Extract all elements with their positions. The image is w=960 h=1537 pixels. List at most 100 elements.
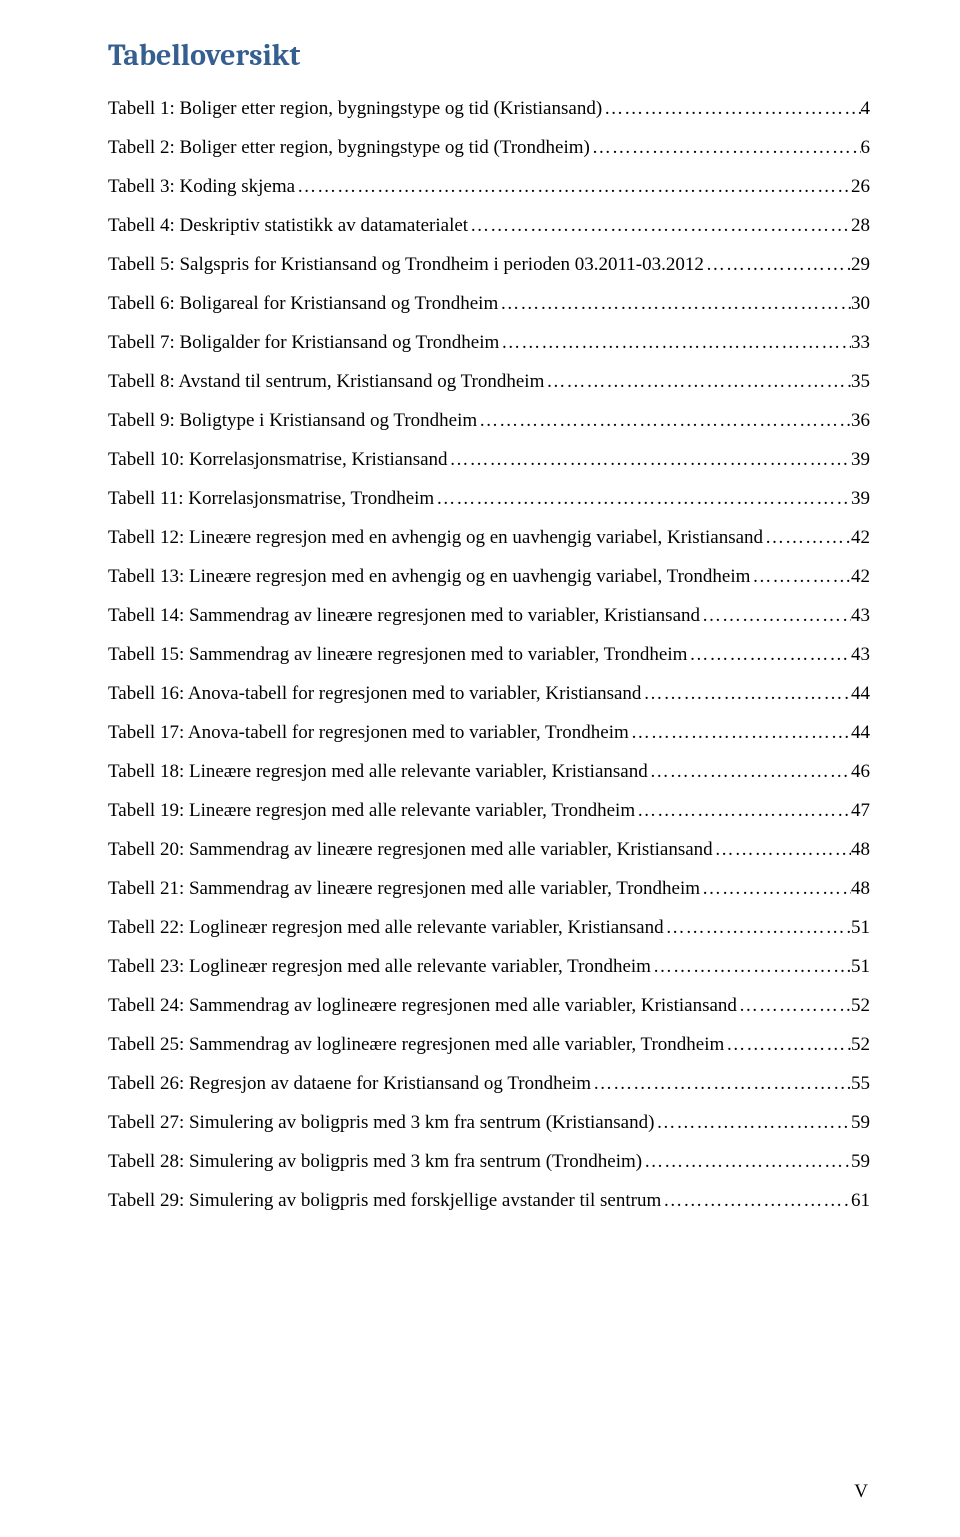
- toc-entry-page: 4: [861, 99, 871, 118]
- toc-entry-page: 39: [851, 450, 870, 469]
- toc-leader-dots: [642, 1152, 851, 1171]
- toc-leader-dots: [295, 177, 851, 196]
- toc-entry-label: Tabell 15: Sammendrag av lineære regresj…: [108, 645, 687, 664]
- toc-entry: Tabell 24: Sammendrag av loglineære regr…: [108, 996, 870, 1015]
- toc-entry-label: Tabell 7: Boligalder for Kristiansand og…: [108, 333, 499, 352]
- toc-entry: Tabell 3: Koding skjema26: [108, 177, 870, 196]
- toc-entry-page: 26: [851, 177, 870, 196]
- toc-entry-label: Tabell 26: Regresjon av dataene for Kris…: [108, 1074, 591, 1093]
- toc-entry-label: Tabell 13: Lineære regresjon med en avhe…: [108, 567, 750, 586]
- toc-leader-dots: [434, 489, 851, 508]
- toc-entry: Tabell 1: Boliger etter region, bygnings…: [108, 99, 870, 118]
- toc-entry-label: Tabell 20: Sammendrag av lineære regresj…: [108, 840, 713, 859]
- toc-entry: Tabell 5: Salgspris for Kristiansand og …: [108, 255, 870, 274]
- toc-leader-dots: [737, 996, 851, 1015]
- toc-entry: Tabell 19: Lineære regresjon med alle re…: [108, 801, 870, 820]
- page-number: V: [854, 1481, 868, 1503]
- toc-leader-dots: [724, 1035, 851, 1054]
- toc-entry-label: Tabell 21: Sammendrag av lineære regresj…: [108, 879, 700, 898]
- toc-leader-dots: [713, 840, 851, 859]
- toc-leader-dots: [591, 1074, 851, 1093]
- toc-entry-label: Tabell 4: Deskriptiv statistikk av datam…: [108, 216, 468, 235]
- toc-entry: Tabell 12: Lineære regresjon med en avhe…: [108, 528, 870, 547]
- toc-entry-page: 30: [851, 294, 870, 313]
- toc-leader-dots: [544, 372, 851, 391]
- toc-entry: Tabell 16: Anova-tabell for regresjonen …: [108, 684, 870, 703]
- toc-entry-label: Tabell 12: Lineære regresjon med en avhe…: [108, 528, 763, 547]
- toc-entry-label: Tabell 17: Anova-tabell for regresjonen …: [108, 723, 629, 742]
- toc-entry-label: Tabell 11: Korrelasjonsmatrise, Trondhei…: [108, 489, 434, 508]
- toc-entry: Tabell 10: Korrelasjonsmatrise, Kristian…: [108, 450, 870, 469]
- toc-entry: Tabell 9: Boligtype i Kristiansand og Tr…: [108, 411, 870, 430]
- toc-entry: Tabell 17: Anova-tabell for regresjonen …: [108, 723, 870, 742]
- toc-entry-page: 48: [851, 879, 870, 898]
- toc-leader-dots: [687, 645, 851, 664]
- toc-entry-page: 46: [851, 762, 870, 781]
- toc-entry: Tabell 13: Lineære regresjon med en avhe…: [108, 567, 870, 586]
- toc-entry-label: Tabell 6: Boligareal for Kristiansand og…: [108, 294, 498, 313]
- toc-leader-dots: [629, 723, 851, 742]
- toc-leader-dots: [664, 918, 851, 937]
- toc-entry-page: 51: [851, 957, 870, 976]
- toc-entry: Tabell 26: Regresjon av dataene for Kris…: [108, 1074, 870, 1093]
- toc-leader-dots: [635, 801, 851, 820]
- toc-entry-label: Tabell 5: Salgspris for Kristiansand og …: [108, 255, 704, 274]
- toc-leader-dots: [590, 138, 861, 157]
- page-title: Tabelloversikt: [108, 38, 870, 73]
- toc-entry-page: 39: [851, 489, 870, 508]
- toc-entry-page: 6: [861, 138, 871, 157]
- toc-entry-page: 44: [851, 684, 870, 703]
- toc-entry-label: Tabell 24: Sammendrag av loglineære regr…: [108, 996, 737, 1015]
- toc-entry-page: 55: [851, 1074, 870, 1093]
- toc-entry: Tabell 8: Avstand til sentrum, Kristians…: [108, 372, 870, 391]
- toc-leader-dots: [648, 762, 851, 781]
- toc-entry-label: Tabell 19: Lineære regresjon med alle re…: [108, 801, 635, 820]
- toc-entry-page: 42: [851, 528, 870, 547]
- toc-entry-page: 36: [851, 411, 870, 430]
- toc-entry-label: Tabell 28: Simulering av boligpris med 3…: [108, 1152, 642, 1171]
- toc-entry-page: 47: [851, 801, 870, 820]
- table-of-contents: Tabell 1: Boliger etter region, bygnings…: [108, 99, 870, 1210]
- toc-entry: Tabell 27: Simulering av boligpris med 3…: [108, 1113, 870, 1132]
- toc-leader-dots: [602, 99, 860, 118]
- toc-entry: Tabell 28: Simulering av boligpris med 3…: [108, 1152, 870, 1171]
- toc-entry-page: 28: [851, 216, 870, 235]
- toc-entry-page: 51: [851, 918, 870, 937]
- toc-entry-page: 29: [851, 255, 870, 274]
- toc-leader-dots: [468, 216, 851, 235]
- toc-entry: Tabell 23: Loglineær regresjon med alle …: [108, 957, 870, 976]
- toc-entry-label: Tabell 29: Simulering av boligpris med f…: [108, 1191, 661, 1210]
- toc-entry-page: 44: [851, 723, 870, 742]
- toc-entry-label: Tabell 25: Sammendrag av loglineære regr…: [108, 1035, 724, 1054]
- toc-entry: Tabell 2: Boliger etter region, bygnings…: [108, 138, 870, 157]
- toc-entry-page: 61: [851, 1191, 870, 1210]
- toc-entry: Tabell 21: Sammendrag av lineære regresj…: [108, 879, 870, 898]
- toc-entry: Tabell 18: Lineære regresjon med alle re…: [108, 762, 870, 781]
- toc-leader-dots: [763, 528, 851, 547]
- toc-leader-dots: [651, 957, 851, 976]
- toc-leader-dots: [700, 606, 851, 625]
- toc-entry-label: Tabell 10: Korrelasjonsmatrise, Kristian…: [108, 450, 448, 469]
- toc-entry-page: 52: [851, 996, 870, 1015]
- toc-entry-page: 52: [851, 1035, 870, 1054]
- toc-entry-label: Tabell 1: Boliger etter region, bygnings…: [108, 99, 602, 118]
- toc-entry: Tabell 4: Deskriptiv statistikk av datam…: [108, 216, 870, 235]
- toc-entry-page: 59: [851, 1113, 870, 1132]
- toc-leader-dots: [750, 567, 851, 586]
- toc-entry-label: Tabell 16: Anova-tabell for regresjonen …: [108, 684, 641, 703]
- toc-entry: Tabell 20: Sammendrag av lineære regresj…: [108, 840, 870, 859]
- toc-entry-label: Tabell 23: Loglineær regresjon med alle …: [108, 957, 651, 976]
- toc-entry-page: 43: [851, 645, 870, 664]
- toc-entry: Tabell 22: Loglineær regresjon med alle …: [108, 918, 870, 937]
- toc-entry-label: Tabell 27: Simulering av boligpris med 3…: [108, 1113, 654, 1132]
- toc-entry: Tabell 15: Sammendrag av lineære regresj…: [108, 645, 870, 664]
- toc-leader-dots: [499, 333, 851, 352]
- toc-entry-page: 42: [851, 567, 870, 586]
- toc-entry: Tabell 25: Sammendrag av loglineære regr…: [108, 1035, 870, 1054]
- toc-entry-label: Tabell 8: Avstand til sentrum, Kristians…: [108, 372, 544, 391]
- toc-entry-label: Tabell 14: Sammendrag av lineære regresj…: [108, 606, 700, 625]
- toc-entry: Tabell 6: Boligareal for Kristiansand og…: [108, 294, 870, 313]
- toc-entry: Tabell 29: Simulering av boligpris med f…: [108, 1191, 870, 1210]
- toc-entry: Tabell 14: Sammendrag av lineære regresj…: [108, 606, 870, 625]
- toc-leader-dots: [700, 879, 851, 898]
